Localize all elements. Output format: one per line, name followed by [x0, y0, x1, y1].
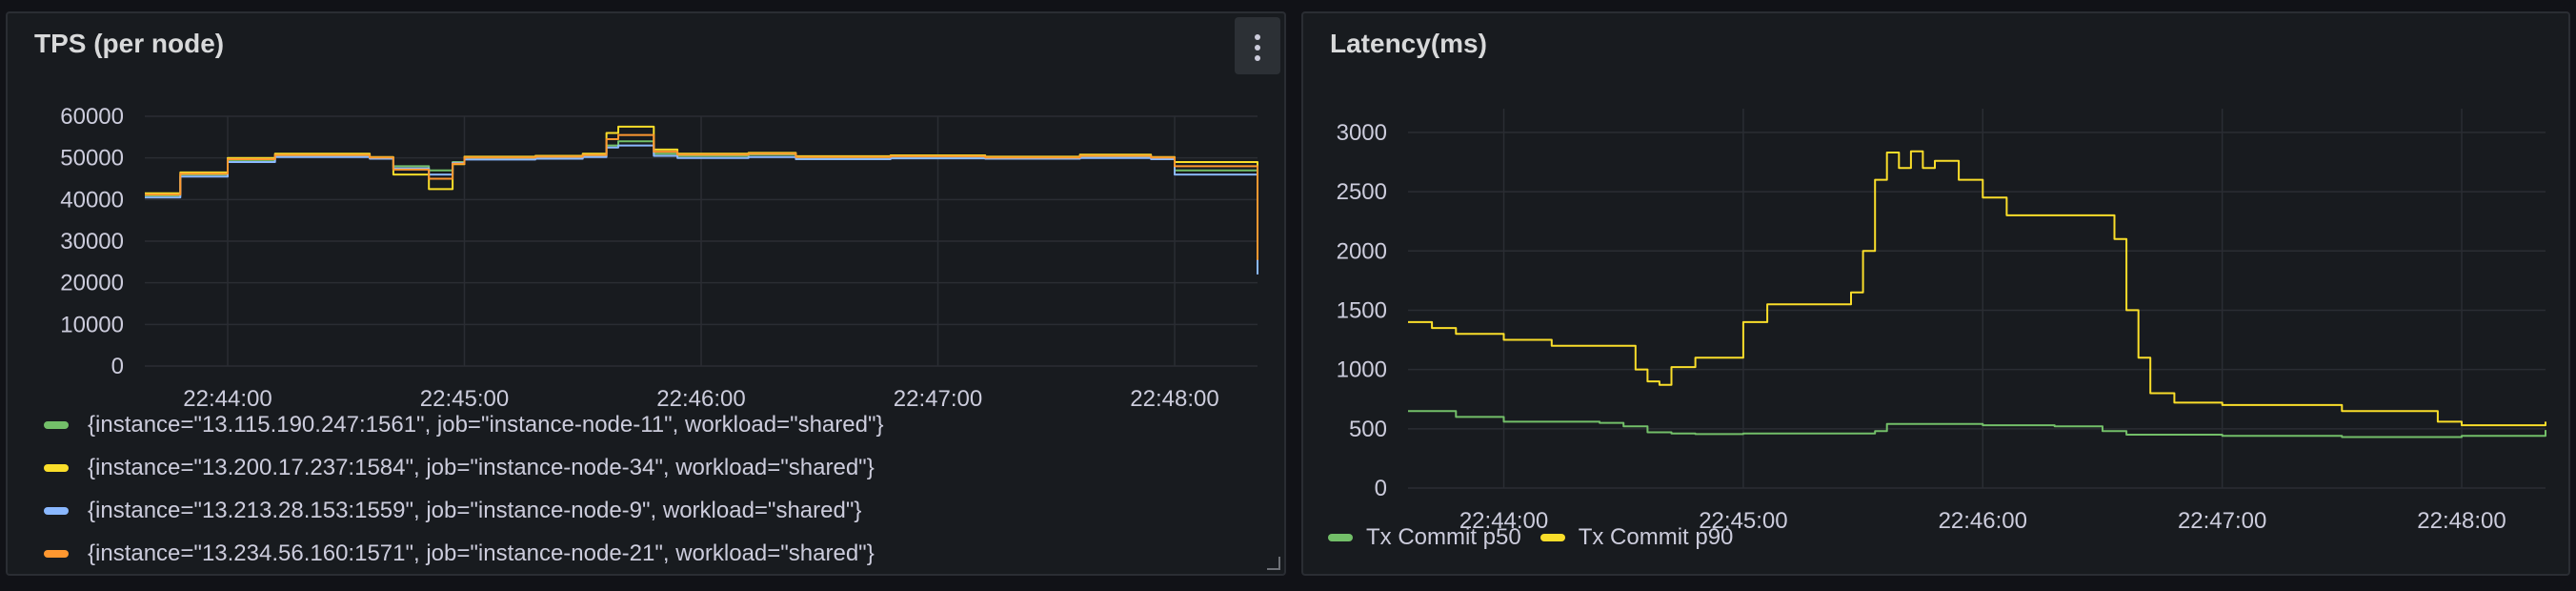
- legend-swatch: [1540, 534, 1565, 541]
- x-tick-label: 22:45:00: [420, 386, 509, 412]
- legend-item[interactable]: {instance="13.234.56.160:1571", job="ins…: [44, 535, 875, 573]
- x-tick-label: 22:47:00: [2178, 508, 2266, 528]
- y-tick-label: 10000: [60, 312, 124, 337]
- legend-label: Tx Commit p50: [1366, 524, 1521, 550]
- legend-item[interactable]: {instance="13.115.190.247:1561", job="in…: [44, 406, 884, 444]
- y-tick-label: 500: [1349, 417, 1387, 442]
- latency-panel: Latency(ms) 0 500 1000 1500 2000 2500 3000 22:4…: [1301, 11, 2570, 576]
- legend-label: {instance="13.115.190.247:1561", job="in…: [88, 412, 884, 438]
- tps-panel: TPS (per node) 0 10000 20000 30000 40000 5000…: [6, 11, 1286, 576]
- y-tick-label: 1000: [1337, 357, 1387, 383]
- series-line-0: [1408, 410, 2546, 438]
- legend-item[interactable]: Tx Commit p90: [1540, 524, 1734, 551]
- latency-chart: 0 500 1000 1500 2000 2500 3000 22:44:00 22:45:00…: [1337, 109, 2546, 528]
- legend-swatch: [44, 464, 69, 472]
- y-tick-label: 0: [1375, 476, 1387, 501]
- y-tick-label: 3000: [1337, 120, 1387, 146]
- legend-item[interactable]: {instance="13.200.17.237:1584", job="ins…: [44, 449, 875, 487]
- x-tick-label: 22:48:00: [2417, 508, 2506, 528]
- y-tick-label: 20000: [60, 271, 124, 296]
- y-tick-label: 30000: [60, 229, 124, 255]
- x-tick-label: 22:46:00: [1939, 508, 2027, 528]
- legend-label: Tx Commit p90: [1578, 524, 1734, 550]
- x-tick-label: 22:46:00: [656, 386, 745, 412]
- series-line-3: [145, 133, 1258, 260]
- x-tick-label: 22:45:00: [1699, 508, 1787, 528]
- y-tick-label: 50000: [60, 146, 124, 172]
- legend-item[interactable]: {instance="13.213.28.153:1559", job="ins…: [44, 492, 861, 530]
- kebab-menu-icon: [1255, 34, 1260, 66]
- tps-chart: 0 10000 20000 30000 40000 50000 60000 22:44:00 2…: [60, 104, 1258, 412]
- resize-handle[interactable]: [1267, 557, 1280, 570]
- x-tick-label: 22:48:00: [1130, 386, 1218, 412]
- legend-swatch: [44, 550, 69, 558]
- legend-item[interactable]: Tx Commit p50: [1328, 524, 1521, 551]
- panel-title: TPS (per node): [34, 29, 225, 58]
- y-tick-label: 2500: [1337, 179, 1387, 205]
- legend-swatch: [1328, 534, 1353, 541]
- legend-swatch: [44, 507, 69, 515]
- x-tick-label: 22:47:00: [894, 386, 982, 412]
- x-tick-label: 22:44:00: [1459, 508, 1548, 528]
- panel-menu-button[interactable]: [1235, 17, 1280, 74]
- y-tick-label: 1500: [1337, 297, 1387, 323]
- legend-label: {instance="13.213.28.153:1559", job="ins…: [88, 498, 862, 523]
- latency-legend: Tx Commit p50 Tx Commit p90: [1328, 524, 1752, 551]
- y-tick-label: 40000: [60, 187, 124, 213]
- y-tick-label: 0: [111, 354, 124, 379]
- x-tick-label: 22:44:00: [183, 386, 272, 412]
- legend-swatch: [44, 421, 69, 429]
- legend-label: {instance="13.234.56.160:1571", job="ins…: [88, 540, 875, 566]
- series-line-1: [1408, 150, 2546, 427]
- panel-title: Latency(ms): [1330, 29, 1487, 58]
- y-tick-label: 60000: [60, 104, 124, 130]
- y-tick-label: 2000: [1337, 238, 1387, 264]
- legend-label: {instance="13.200.17.237:1584", job="ins…: [88, 455, 875, 480]
